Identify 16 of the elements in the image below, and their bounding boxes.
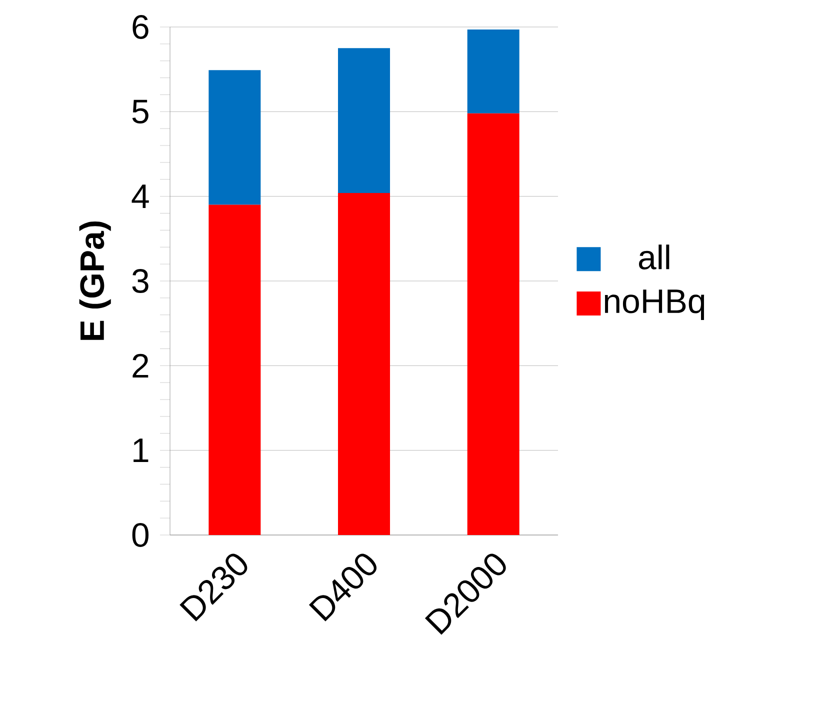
y-tick-label: 5 <box>132 100 148 124</box>
y-tick-label: 6 <box>132 15 148 39</box>
legend-label: noHBq <box>604 290 704 320</box>
y-tick-label: 2 <box>132 354 148 378</box>
bar <box>338 48 390 193</box>
bar <box>208 70 261 205</box>
bar <box>467 113 520 535</box>
y-tick-label: 0 <box>132 523 149 547</box>
legend-label: all <box>638 244 670 270</box>
y-axis-title: E (GPa) <box>79 222 111 340</box>
y-tick-label: 3 <box>132 269 148 293</box>
y-tick-label: 4 <box>132 184 149 208</box>
bar <box>208 204 261 535</box>
y-tick-label: 1 <box>134 438 148 462</box>
bar <box>338 192 390 535</box>
bar <box>467 30 520 114</box>
